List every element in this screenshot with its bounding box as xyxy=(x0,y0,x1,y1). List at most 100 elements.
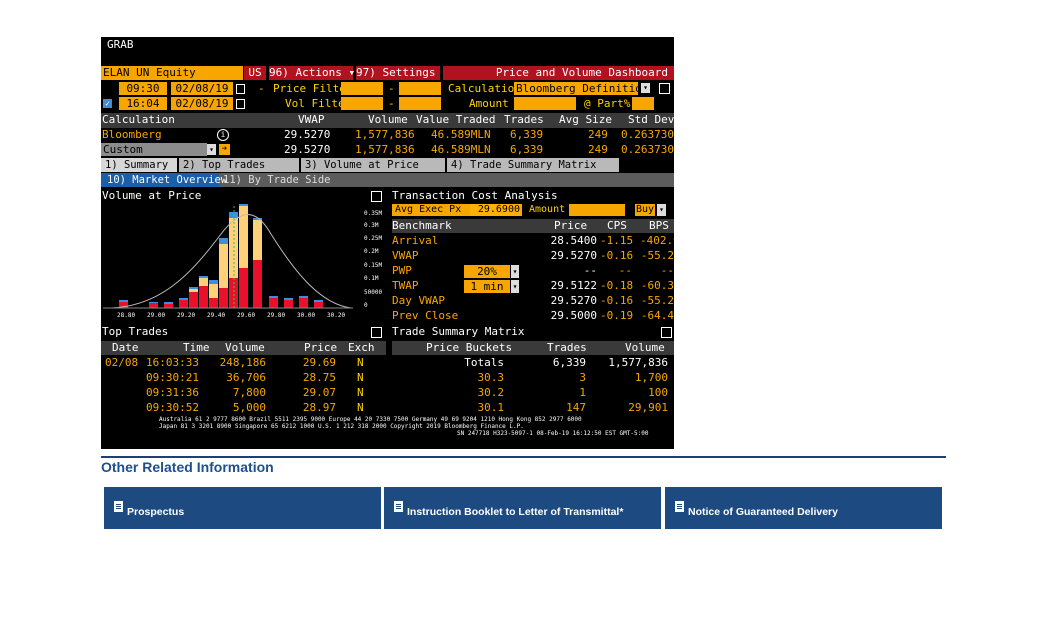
subtab-by-trade-side[interactable]: 11) By Trade Side xyxy=(223,174,331,186)
section-divider xyxy=(101,456,946,458)
price-filter-max[interactable] xyxy=(399,82,441,95)
vap-bar-segment xyxy=(189,292,198,308)
checkbox-icon[interactable]: ✓ xyxy=(103,99,112,108)
card-notice-guaranteed-delivery[interactable]: Notice of Guaranteed Delivery xyxy=(665,487,942,529)
actions-menu[interactable]: 96) Actions ▾ xyxy=(269,66,356,80)
chevron-down-icon[interactable]: ▾ xyxy=(511,280,519,293)
vol-filter-min[interactable] xyxy=(341,97,383,110)
table-row[interactable]: 09:30:52 5,000 28.97 N xyxy=(101,401,386,416)
benchmark-name: Day VWAP xyxy=(392,294,445,307)
table-row[interactable]: 09:31:36 7,800 29.07 N xyxy=(101,386,386,401)
start-date-field[interactable]: 02/08/19 xyxy=(171,82,233,95)
vol-filter-label: Vol Filter xyxy=(285,97,352,110)
vap-bar-segment xyxy=(253,220,262,260)
table-row[interactable]: 02/08 16:03:33 248,186 29.69 N xyxy=(101,356,386,371)
table-row[interactable]: Bloomberg i 29.5270 1,577,836 46.589MLN … xyxy=(101,128,674,143)
table-row[interactable]: Prev Close 29.5000 -0.19 -64.4 xyxy=(392,309,674,324)
chevron-down-icon[interactable]: ▾ xyxy=(657,204,666,216)
card-label: Instruction Booklet to Letter of Transmi… xyxy=(407,506,624,518)
vap-bar-segment xyxy=(164,302,173,304)
bucket-trades: 1 xyxy=(579,386,586,399)
ticker-field[interactable]: ELAN UN Equity xyxy=(101,66,243,80)
bucket-volume: 1,700 xyxy=(634,371,668,384)
tsm-title: Trade Summary Matrix xyxy=(392,325,525,338)
price-filter-dash: - xyxy=(388,82,395,95)
subtab-market-overview[interactable]: 10) Market Overview xyxy=(101,173,227,187)
benchmark-price: 29.5000 xyxy=(550,309,597,322)
settings-menu[interactable]: 97) Settings ▾ xyxy=(356,66,449,80)
table-row[interactable]: 09:30:21 36,706 28.75 N xyxy=(101,371,386,386)
avg-exec-px-field[interactable]: Avg Exec Px 29.6900 xyxy=(392,204,522,216)
twap-select[interactable]: 1 min xyxy=(464,280,510,293)
side-select[interactable]: Buy xyxy=(635,204,655,216)
table-row[interactable]: TWAP 29.5122 -0.18 -60.3 xyxy=(392,279,674,294)
card-instruction-booklet[interactable]: Instruction Booklet to Letter of Transmi… xyxy=(384,487,661,529)
benchmark-bps: -402.9 xyxy=(640,234,674,247)
tca-amount-field[interactable] xyxy=(569,204,625,216)
tab-top-trades[interactable]: 2) Top Trades (AQR) xyxy=(179,158,299,185)
vap-bar-segment xyxy=(269,296,278,298)
card-prospectus[interactable]: Prospectus xyxy=(104,487,381,529)
start-time-field[interactable]: 09:30 xyxy=(119,82,167,95)
external-link-icon[interactable] xyxy=(659,83,670,94)
y-tick: 0.1M xyxy=(364,275,379,282)
calendar-icon[interactable] xyxy=(236,84,245,94)
vap-bar-segment xyxy=(219,238,228,244)
tab-summary[interactable]: 1) Summary xyxy=(101,158,177,172)
vap-bar-segment xyxy=(189,287,198,289)
footer-line-2: Japan 81 3 3201 8900 Singapore 65 6212 1… xyxy=(159,423,524,430)
vap-title: Volume at Price xyxy=(102,189,202,202)
vol-filter-max[interactable] xyxy=(399,97,441,110)
col-date: Date xyxy=(112,341,139,354)
col-trades: Trades xyxy=(547,341,587,354)
chevron-down-icon[interactable]: ▾ xyxy=(641,83,650,93)
part-field[interactable] xyxy=(632,97,654,110)
benchmark-bps: -55.2 xyxy=(640,249,674,262)
table-row[interactable]: PWP -- -- -- xyxy=(392,264,674,279)
table-row[interactable]: Totals 6,339 1,577,836 xyxy=(392,356,674,371)
bucket-volume: 1,577,836 xyxy=(608,356,668,369)
calc-name[interactable]: Custom xyxy=(101,143,207,156)
table-row[interactable]: 30.1 147 29,901 xyxy=(392,401,674,416)
table-row[interactable]: VWAP 29.5270 -0.16 -55.2 xyxy=(392,249,674,264)
table-row[interactable]: Arrival 28.5400-1.15 -402.9 xyxy=(392,234,674,249)
info-icon[interactable]: i xyxy=(217,129,229,141)
vap-bar-segment xyxy=(229,278,238,308)
vap-bars xyxy=(119,200,323,308)
trades-value: 6,339 xyxy=(510,128,544,141)
col-time: Time xyxy=(183,341,210,354)
table-row[interactable]: Day VWAP 29.5270 -0.16 -55.2 xyxy=(392,294,674,309)
trade-time: 09:30:52 xyxy=(146,401,199,414)
std-dev-value: 0.263730 xyxy=(621,143,674,156)
benchmark-name: PWP xyxy=(392,264,412,277)
table-row[interactable]: 30.2 1 100 xyxy=(392,386,674,401)
arrow-right-icon[interactable]: ➔ xyxy=(219,144,230,155)
chevron-down-icon[interactable]: ▾ xyxy=(511,265,519,278)
chevron-down-icon[interactable]: ▾ xyxy=(207,144,216,155)
normal-curve xyxy=(110,214,352,309)
x-tick: 29.20 xyxy=(177,312,196,319)
calculation-select[interactable]: Bloomberg Definition xyxy=(514,82,649,95)
benchmark-name: TWAP xyxy=(392,279,419,292)
tab-volume-at-price[interactable]: 3) Volume at Price (VAP) xyxy=(301,158,445,185)
top-trades-title: Top Trades xyxy=(102,325,169,338)
table-row[interactable]: Custom ▾ ➔ 29.5270 1,577,836 46.589MLN 6… xyxy=(101,143,674,158)
amount-field[interactable] xyxy=(514,97,576,110)
price-filter-min[interactable] xyxy=(341,82,383,95)
table-row[interactable]: 30.3 3 1,700 xyxy=(392,371,674,386)
external-link-icon[interactable] xyxy=(661,327,672,338)
col-volume: Volume xyxy=(625,341,665,354)
end-time-field[interactable]: 16:04 xyxy=(119,97,167,110)
bucket-trades: 6,339 xyxy=(552,356,586,369)
external-link-icon[interactable] xyxy=(371,191,382,202)
tab-trade-summary-matrix[interactable]: 4) Trade Summary Matrix (TSM) xyxy=(447,158,619,185)
benchmark-cps: -0.16 xyxy=(600,294,634,307)
calendar-icon[interactable] xyxy=(236,99,245,109)
external-link-icon[interactable] xyxy=(371,327,382,338)
vap-bar-segment xyxy=(209,280,218,284)
x-tick: 28.80 xyxy=(117,312,136,319)
pwp-select[interactable]: 20% xyxy=(464,265,510,278)
vap-bar-segment xyxy=(239,200,248,206)
col-price: Price xyxy=(554,219,588,232)
end-date-field[interactable]: 02/08/19 xyxy=(171,97,233,110)
